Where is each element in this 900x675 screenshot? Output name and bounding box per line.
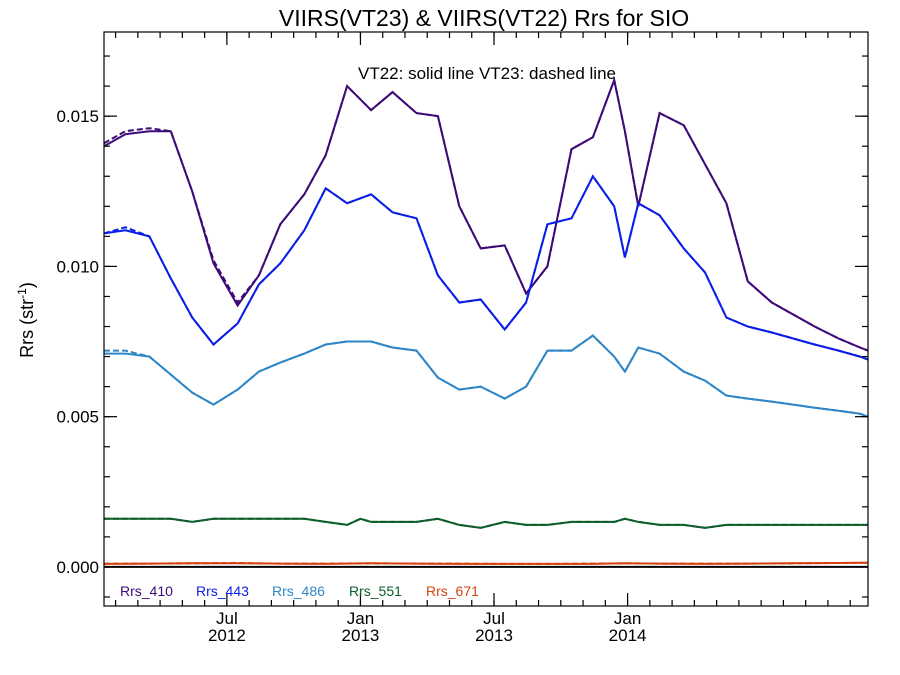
y-tick-label: 0.000	[56, 558, 99, 577]
axes: 0.0000.0050.0100.015Jul2012Jan2013Jul201…	[56, 32, 868, 645]
x-tick-label-month: Jul	[483, 609, 505, 628]
x-tick-label-month: Jan	[614, 609, 641, 628]
y-tick-label: 0.005	[56, 408, 99, 427]
x-tick-label-month: Jul	[216, 609, 238, 628]
x-tick-label-year: 2013	[475, 626, 513, 645]
line-style-annotation: VT22: solid line VT23: dashed line	[358, 64, 616, 83]
x-tick-label-month: Jan	[347, 609, 374, 628]
legend-item-rrs_443: Rrs_443	[196, 583, 249, 599]
chart-title: VIIRS(VT23) & VIIRS(VT22) Rrs for SIO	[279, 5, 689, 31]
y-tick-label: 0.015	[56, 107, 99, 126]
y-axis-label: Rrs (str-1)	[15, 282, 37, 358]
legend-item-rrs_671: Rrs_671	[426, 583, 479, 599]
x-tick-label-year: 2014	[609, 626, 647, 645]
series-rrs_486-vt23	[104, 334, 869, 418]
series-rrs_443-vt22	[103, 174, 869, 361]
series-layer	[103, 76, 869, 565]
x-tick-label-year: 2013	[342, 626, 380, 645]
legend-item-rrs_410: Rrs_410	[120, 583, 173, 599]
series-rrs_443-vt23	[103, 174, 869, 361]
x-tick-label-year: 2012	[208, 626, 246, 645]
legend: Rrs_410 Rrs_443 Rrs_486 Rrs_551 Rrs_671	[120, 583, 479, 599]
plot-frame	[103, 31, 869, 607]
legend-item-rrs_551: Rrs_551	[349, 583, 402, 599]
series-rrs_551-vt22	[104, 517, 868, 529]
series-rrs_410-vt23	[103, 76, 869, 352]
series-rrs_671-vt22	[103, 561, 869, 565]
series-rrs_410-vt22	[103, 76, 869, 352]
legend-item-rrs_486: Rrs_486	[272, 583, 325, 599]
y-tick-label: 0.010	[56, 257, 99, 276]
series-rrs_486-vt22	[104, 334, 869, 418]
